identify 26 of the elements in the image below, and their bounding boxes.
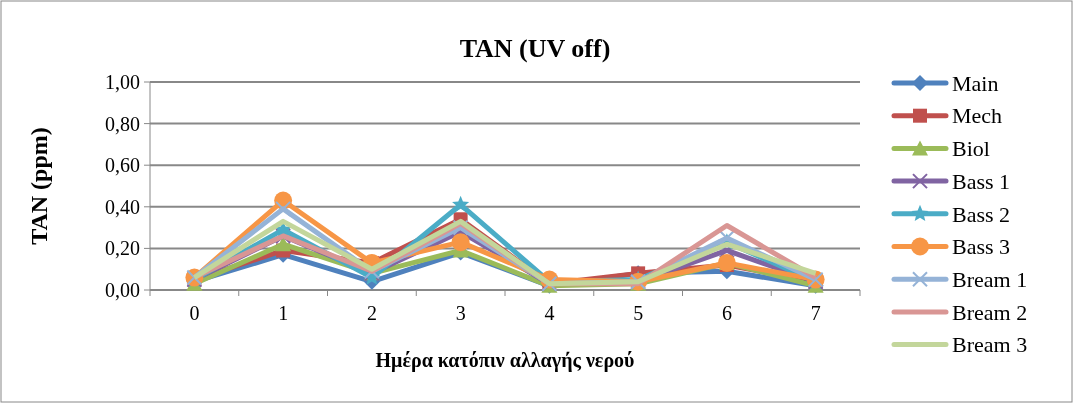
x-tick-label: 5 bbox=[633, 302, 644, 324]
x-tick-label: 4 bbox=[544, 302, 555, 324]
legend-label: Bass 2 bbox=[952, 201, 1011, 227]
y-tick-label: 0,00 bbox=[105, 279, 140, 301]
legend-label: Bream 2 bbox=[952, 299, 1028, 325]
y-tick-label: 0,80 bbox=[105, 112, 140, 135]
x-tick-label: 6 bbox=[721, 302, 732, 324]
y-tick-label: 0,40 bbox=[105, 195, 140, 218]
legend-label: Mech bbox=[952, 103, 1003, 129]
legend-label: Bass 3 bbox=[952, 234, 1011, 260]
y-tick-label: 1,00 bbox=[105, 71, 140, 93]
y-axis-title: TAN (ppm) bbox=[26, 127, 52, 245]
x-tick-label: 7 bbox=[810, 302, 821, 324]
legend-label: Bream 3 bbox=[952, 332, 1028, 358]
legend-label: Bream 1 bbox=[952, 266, 1028, 292]
legend-label: Main bbox=[952, 70, 999, 96]
x-tick-label: 2 bbox=[366, 302, 377, 324]
x-tick-label: 0 bbox=[189, 302, 200, 324]
legend-label: Biol bbox=[952, 136, 990, 162]
legend-label: Bass 1 bbox=[952, 168, 1011, 194]
x-axis-title: Ημέρα κατόπιν αλλαγής νερού bbox=[375, 349, 635, 372]
x-tick-label: 1 bbox=[278, 302, 289, 324]
chart-title: TAN (UV off) bbox=[459, 34, 611, 63]
y-tick-label: 0,60 bbox=[105, 154, 140, 177]
y-tick-label: 0,20 bbox=[105, 237, 140, 260]
x-tick-label: 3 bbox=[455, 302, 466, 324]
